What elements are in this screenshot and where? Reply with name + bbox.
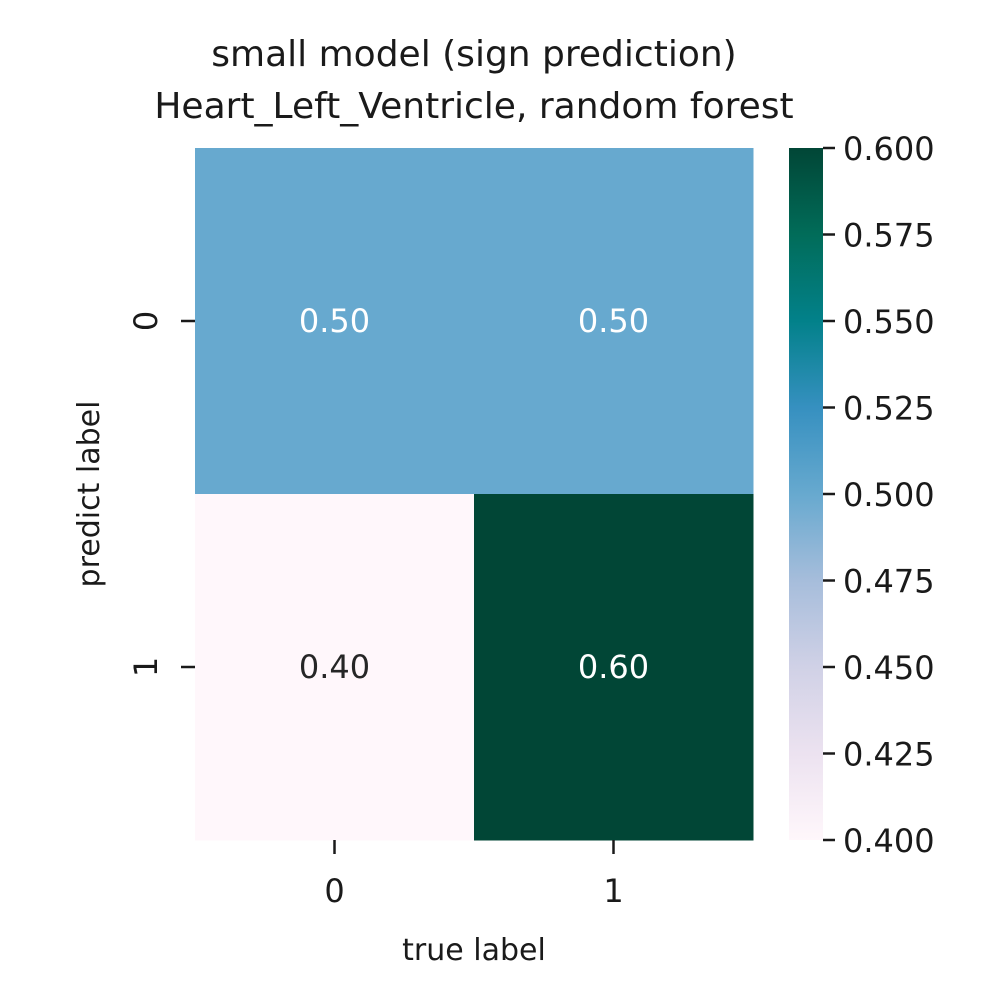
colorbar-tick-label: 0.425: [843, 736, 935, 774]
heatmap-cell: [195, 494, 475, 841]
chart-title-line-2: Heart_Left_Ventricle, random forest: [154, 86, 793, 127]
x-tick-label: 1: [603, 872, 623, 910]
heatmap-cell: [195, 148, 475, 495]
y-axis-label: predict label: [72, 401, 107, 588]
heatmap-cell: [474, 148, 754, 495]
colorbar-tick-label: 0.475: [843, 563, 935, 601]
colorbar-tick-label: 0.450: [843, 649, 935, 687]
colorbar-tick-label: 0.400: [843, 822, 935, 860]
heatmap-cells: 0.50 0.50 0.40 0.60: [195, 148, 754, 841]
x-tick-label: 0: [324, 872, 344, 910]
colorbar-tick-label: 0.500: [843, 476, 935, 514]
heatmap-cell-label: 0.50: [299, 302, 370, 340]
chart-title-line-1: small model (sign prediction): [211, 34, 736, 75]
heatmap-cell: [474, 494, 754, 841]
colorbar-tick-label: 0.575: [843, 217, 935, 255]
heatmap-cell-label: 0.60: [578, 648, 649, 686]
y-tick-label: 0: [127, 311, 165, 331]
colorbar-gradient: [789, 148, 823, 840]
x-axis-label: true label: [402, 933, 546, 968]
heatmap-cell-label: 0.50: [578, 302, 649, 340]
colorbar: 0.400 0.425 0.450 0.475 0.500 0.525 0.550 0.575…: [789, 130, 935, 860]
heatmap-cell-label: 0.40: [299, 648, 370, 686]
colorbar-tick-label: 0.550: [843, 303, 935, 341]
colorbar-tick-label: 0.600: [843, 130, 935, 168]
colorbar-tick-label: 0.525: [843, 390, 935, 428]
heatmap-axis-ticks: 0 1 0 1: [127, 311, 624, 910]
y-tick-label: 1: [127, 657, 165, 677]
